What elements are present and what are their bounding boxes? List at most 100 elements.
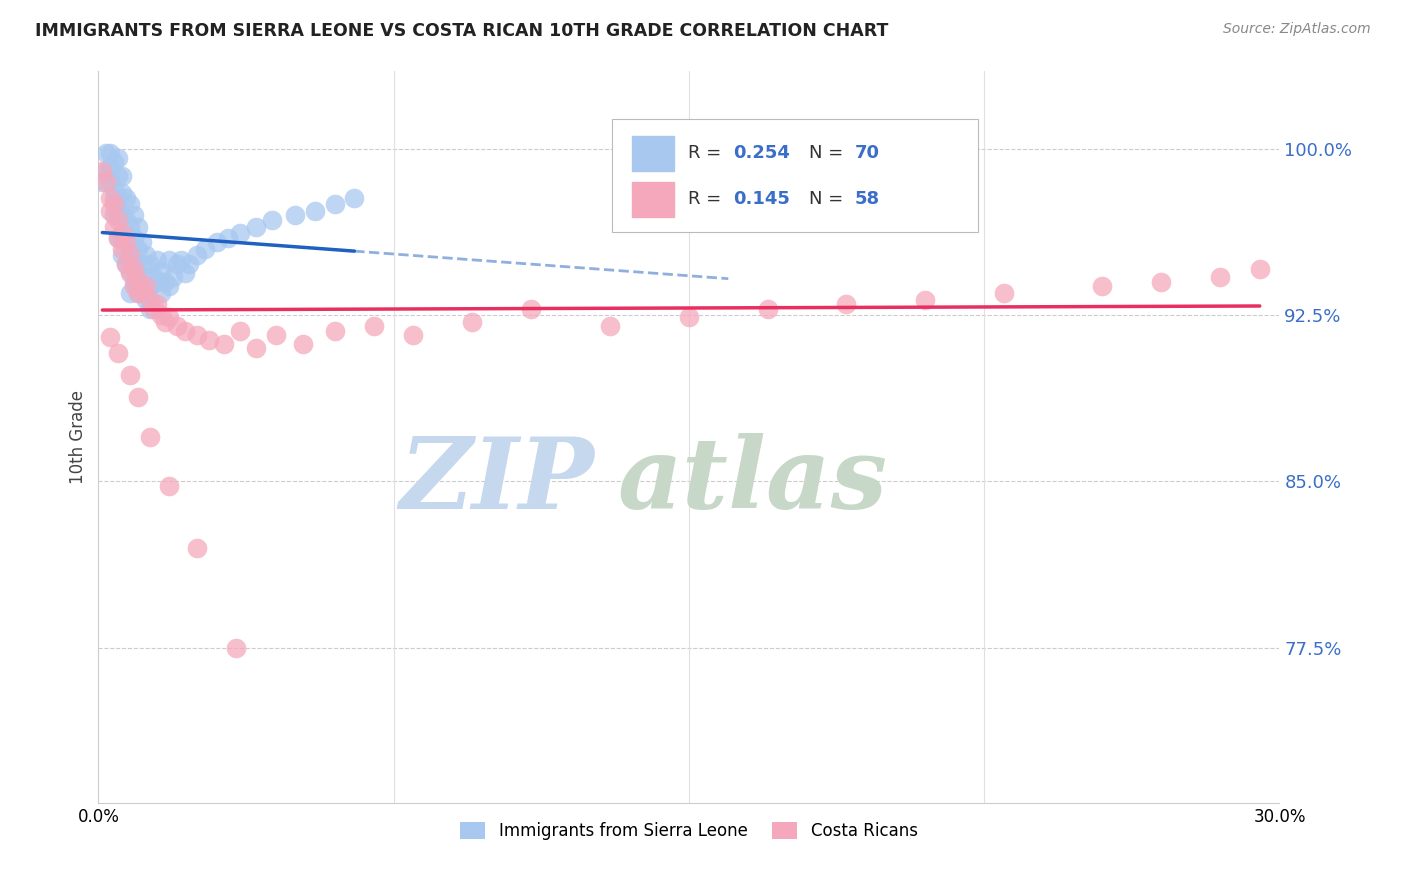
Point xyxy=(107,212,129,227)
Point xyxy=(96,164,118,178)
Point xyxy=(323,197,346,211)
Point xyxy=(343,191,366,205)
Y-axis label: 10th Grade: 10th Grade xyxy=(69,390,87,484)
Text: R =: R = xyxy=(688,190,727,209)
Point xyxy=(91,175,114,189)
Point xyxy=(115,257,138,271)
Point xyxy=(225,640,247,655)
Point xyxy=(146,297,169,311)
Point xyxy=(150,308,173,322)
Point xyxy=(157,252,180,267)
Point xyxy=(103,182,125,196)
Point xyxy=(131,235,153,249)
Point xyxy=(229,324,252,338)
Point xyxy=(122,275,145,289)
Point xyxy=(264,328,287,343)
Text: 70: 70 xyxy=(855,145,879,162)
Point xyxy=(1150,275,1173,289)
Point xyxy=(103,155,125,169)
Point xyxy=(111,169,134,183)
Point xyxy=(520,301,543,316)
Point xyxy=(98,146,121,161)
Point xyxy=(756,301,779,316)
Point xyxy=(118,368,141,382)
Point xyxy=(142,270,165,285)
Point xyxy=(292,337,315,351)
Point xyxy=(96,175,118,189)
Point xyxy=(98,204,121,219)
Text: N =: N = xyxy=(810,145,849,162)
Point xyxy=(115,191,138,205)
Point xyxy=(107,230,129,244)
Point xyxy=(186,248,208,262)
Point xyxy=(127,242,149,256)
Text: N =: N = xyxy=(810,190,849,209)
Point xyxy=(402,328,425,343)
Point xyxy=(245,342,267,356)
Text: 58: 58 xyxy=(855,190,879,209)
Point xyxy=(118,264,141,278)
Point xyxy=(103,191,125,205)
Point xyxy=(284,209,307,223)
Point xyxy=(115,235,138,249)
Point xyxy=(138,430,160,444)
Point xyxy=(118,248,141,262)
Point xyxy=(1091,279,1114,293)
Point xyxy=(98,191,121,205)
Point xyxy=(118,197,141,211)
Point xyxy=(157,279,180,293)
Point xyxy=(323,324,346,338)
Point xyxy=(138,279,160,293)
Point xyxy=(363,319,385,334)
Point xyxy=(146,275,169,289)
Point xyxy=(194,242,217,256)
Point xyxy=(118,285,141,300)
Point xyxy=(157,479,180,493)
Bar xyxy=(633,136,673,171)
Text: 0.254: 0.254 xyxy=(733,145,790,162)
Point xyxy=(197,333,219,347)
Point xyxy=(245,219,267,234)
Point xyxy=(115,235,138,249)
Point xyxy=(122,230,145,244)
Point xyxy=(127,390,149,404)
Point xyxy=(111,248,134,262)
Point xyxy=(135,279,157,293)
Point xyxy=(835,297,858,311)
Point xyxy=(1209,270,1232,285)
Point xyxy=(174,266,197,280)
Point xyxy=(131,257,153,271)
Point xyxy=(461,315,484,329)
Point xyxy=(150,285,173,300)
Text: IMMIGRANTS FROM SIERRA LEONE VS COSTA RICAN 10TH GRADE CORRELATION CHART: IMMIGRANTS FROM SIERRA LEONE VS COSTA RI… xyxy=(35,22,889,40)
Point xyxy=(103,219,125,234)
Point xyxy=(127,285,149,300)
Point xyxy=(122,209,145,223)
Point xyxy=(135,248,157,262)
Point xyxy=(98,160,121,174)
Point xyxy=(111,186,134,201)
Point xyxy=(599,319,621,334)
Bar xyxy=(633,182,673,217)
FancyBboxPatch shape xyxy=(612,119,979,232)
Point xyxy=(260,212,283,227)
Point xyxy=(155,275,177,289)
Point xyxy=(186,541,208,555)
Point xyxy=(186,328,208,343)
Point xyxy=(107,151,129,165)
Point xyxy=(103,197,125,211)
Point xyxy=(138,257,160,271)
Point xyxy=(98,173,121,187)
Point xyxy=(146,252,169,267)
Point xyxy=(118,242,141,256)
Point xyxy=(1249,261,1271,276)
Point xyxy=(107,346,129,360)
Text: R =: R = xyxy=(688,145,727,162)
Point xyxy=(914,293,936,307)
Point xyxy=(142,301,165,316)
Point xyxy=(122,279,145,293)
Point xyxy=(229,226,252,240)
Point xyxy=(127,285,149,300)
Text: ZIP: ZIP xyxy=(399,433,595,529)
Point xyxy=(115,257,138,271)
